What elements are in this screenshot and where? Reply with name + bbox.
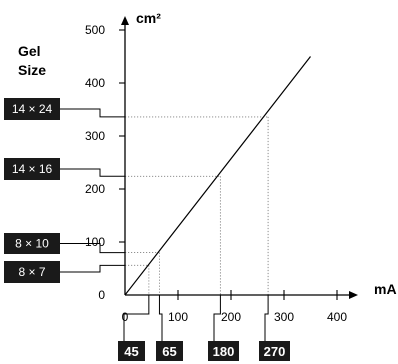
current-box — [156, 341, 183, 361]
gel-size-label: 14 × 24 — [12, 102, 53, 116]
x-ticks: 0 100 200 300 400 — [122, 290, 347, 324]
y-tick-label: 100 — [85, 235, 105, 249]
y-tick-label: 200 — [85, 182, 105, 196]
current-leader — [158, 295, 163, 341]
y-tick-label: 500 — [85, 23, 105, 37]
x-tick-label: 400 — [327, 310, 347, 324]
y-tick-label: 300 — [85, 129, 105, 143]
x-tick-label: 100 — [168, 310, 188, 324]
gel-size-labels: 14 × 24 14 × 16 8 × 10 8 × 7 — [4, 98, 60, 283]
series-line — [124, 56, 311, 296]
current-leader — [123, 295, 150, 341]
current-box — [208, 341, 239, 361]
current-box — [118, 341, 145, 361]
current-label: 180 — [213, 344, 235, 359]
x-tick-label: 0 — [122, 310, 129, 324]
gel-size-label: 8 × 10 — [15, 237, 49, 251]
y-tick-label: 0 — [98, 288, 105, 302]
gel-size-box — [4, 98, 60, 120]
gel-size-box — [4, 158, 60, 180]
guide-lines — [125, 116, 269, 295]
current-label: 45 — [124, 344, 138, 359]
current-labels: 270 180 65 45 — [118, 341, 290, 361]
x-axis-label: mA — [374, 281, 397, 297]
current-leader — [264, 295, 269, 341]
gel-size-title-line-2: Size — [18, 62, 46, 78]
x-axis-arrow — [349, 291, 358, 299]
y-axis-arrow — [121, 16, 129, 25]
gel-size-leader — [60, 243, 125, 254]
y-ticks: 0 100 200 300 400 500 — [85, 23, 125, 302]
y-tick-label: 400 — [85, 76, 105, 90]
gel-size-leader — [60, 168, 125, 177]
current-label: 270 — [264, 344, 286, 359]
current-label: 65 — [162, 344, 176, 359]
gel-size-leader — [60, 108, 125, 118]
gel-size-label: 8 × 7 — [18, 265, 45, 279]
gel-size-box — [4, 233, 60, 254]
x-tick-label: 300 — [274, 310, 294, 324]
gel-size-leader — [60, 264, 125, 273]
y-axis-label: cm² — [136, 10, 161, 26]
leader-lines — [60, 108, 269, 341]
current-leader — [213, 295, 221, 341]
gel-size-title-line-1: Gel — [18, 43, 41, 59]
current-box — [259, 341, 290, 361]
x-tick-label: 200 — [221, 310, 241, 324]
gel-size-box — [4, 261, 60, 283]
gel-size-label: 14 × 16 — [12, 162, 53, 176]
